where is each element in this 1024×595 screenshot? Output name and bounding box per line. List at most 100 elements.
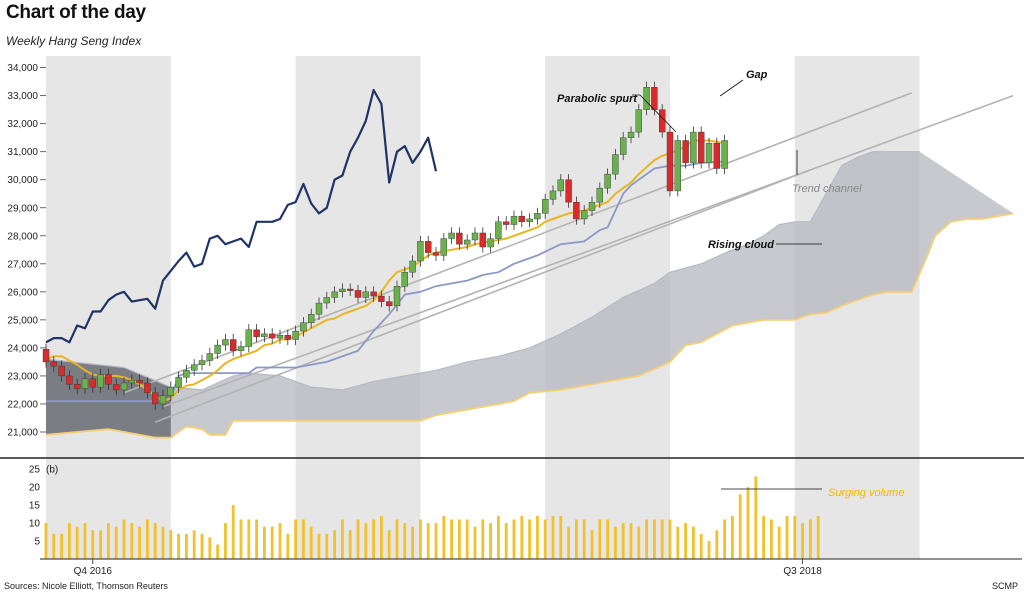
volume-bar-43 xyxy=(380,515,383,559)
volume-bar-97 xyxy=(801,523,804,559)
candle-7 xyxy=(97,374,104,388)
volume-bar-57 xyxy=(489,523,492,559)
volume-bar-67 xyxy=(567,526,570,559)
volume-bars xyxy=(44,476,820,559)
annotation-parabolic-spurt: Parabolic spurt xyxy=(557,93,638,105)
candle-24 xyxy=(229,339,237,351)
candle-33 xyxy=(300,322,307,332)
quarter-band-0 xyxy=(46,56,171,559)
candle-54 xyxy=(464,239,471,245)
volume-bar-58 xyxy=(497,515,500,559)
volume-bar-15 xyxy=(161,526,165,559)
chart-title: Chart of the day xyxy=(6,2,146,23)
candle-42 xyxy=(370,291,377,297)
volume-bar-55 xyxy=(473,526,477,559)
volume-bar-66 xyxy=(559,515,563,559)
volume-bar-44 xyxy=(387,530,391,559)
chart-subtitle: Weekly Hang Seng Index xyxy=(6,34,142,48)
volume-bar-49 xyxy=(426,523,430,559)
candle-72 xyxy=(604,173,611,189)
candle-70 xyxy=(588,201,596,211)
candle-30 xyxy=(276,335,284,339)
volume-bar-17 xyxy=(177,533,180,559)
candle-43 xyxy=(378,295,385,302)
volume-bar-84 xyxy=(699,533,703,559)
volume-bar-35 xyxy=(317,533,321,559)
volume-bar-16 xyxy=(169,530,173,559)
candle-9 xyxy=(112,384,120,391)
volume-bar-87 xyxy=(723,519,726,559)
volume-bar-48 xyxy=(419,519,422,559)
volume-bar-54 xyxy=(465,519,469,559)
candle-68 xyxy=(573,201,580,220)
candle-34 xyxy=(308,314,315,323)
volume-y-axis: 5 10 15 20 25 (b) xyxy=(29,465,58,548)
candle-35 xyxy=(315,302,323,315)
volume-tick-label-2: 15 xyxy=(29,501,41,512)
candle-62 xyxy=(526,218,533,222)
volume-bar-28 xyxy=(263,526,266,559)
volume-bar-50 xyxy=(434,523,438,559)
volume-bar-6 xyxy=(91,530,95,559)
candle-44 xyxy=(386,301,393,307)
candle-55 xyxy=(471,232,479,241)
candle-57 xyxy=(487,238,494,248)
volume-bar-92 xyxy=(762,515,765,559)
candle-59 xyxy=(503,221,510,225)
volume-bar-79 xyxy=(660,519,664,559)
volume-bar-98 xyxy=(809,519,812,559)
candle-31 xyxy=(284,335,291,340)
trend-channel xyxy=(123,92,1014,423)
candle-16 xyxy=(167,386,175,396)
candle-82 xyxy=(682,140,689,164)
volume-bar-13 xyxy=(146,519,149,559)
comparison-line xyxy=(45,88,438,344)
candle-22 xyxy=(214,344,221,354)
volume-bar-81 xyxy=(676,526,680,559)
volume-bar-30 xyxy=(278,523,282,559)
candle-21 xyxy=(206,353,214,361)
volume-bar-77 xyxy=(645,519,648,559)
y-tick-label-6: 27,000 xyxy=(7,259,38,270)
volume-bar-64 xyxy=(543,519,547,559)
candle-32 xyxy=(292,330,299,340)
candle-80 xyxy=(666,131,674,192)
candle-36 xyxy=(323,297,330,304)
volume-unit-label: (b) xyxy=(46,465,58,476)
y-tick-label-0: 21,000 xyxy=(7,427,38,438)
conversion-line xyxy=(46,160,725,403)
candle-78 xyxy=(651,87,658,110)
volume-bar-25 xyxy=(239,519,243,559)
hang-seng-chart: 21,000 22,000 23,000 24,000 25,000 26,000 27,0… xyxy=(0,56,1024,577)
volume-bar-96 xyxy=(793,515,797,559)
candle-27 xyxy=(253,329,260,337)
volume-bar-74 xyxy=(621,523,625,559)
volume-bar-4 xyxy=(75,526,79,559)
volume-bar-90 xyxy=(746,487,750,559)
volume-bar-5 xyxy=(83,523,87,559)
volume-bar-33 xyxy=(302,519,305,559)
volume-bar-94 xyxy=(777,526,781,559)
candle-37 xyxy=(331,291,338,298)
base-line xyxy=(45,139,725,403)
volume-bar-26 xyxy=(247,519,251,559)
candle-3 xyxy=(66,375,73,385)
volume-bar-22 xyxy=(216,544,219,559)
volume-bar-0 xyxy=(44,523,48,559)
candle-14 xyxy=(151,392,159,405)
x-axis-labels: Q4 2016 Q3 2018 xyxy=(74,559,822,577)
candle-77 xyxy=(643,87,650,110)
candle-64 xyxy=(542,199,549,214)
volume-bar-69 xyxy=(582,519,586,559)
volume-bar-34 xyxy=(309,526,313,559)
candle-28 xyxy=(261,333,268,337)
volume-bar-8 xyxy=(107,523,110,559)
y-tick-label-7: 28,000 xyxy=(7,231,38,242)
volume-bar-36 xyxy=(325,533,329,559)
candle-46 xyxy=(401,272,408,287)
volume-bar-73 xyxy=(614,526,617,559)
candle-6 xyxy=(89,378,97,388)
volume-bar-1 xyxy=(52,533,56,559)
volume-bar-12 xyxy=(138,526,141,559)
quarter-band-1 xyxy=(295,56,421,559)
